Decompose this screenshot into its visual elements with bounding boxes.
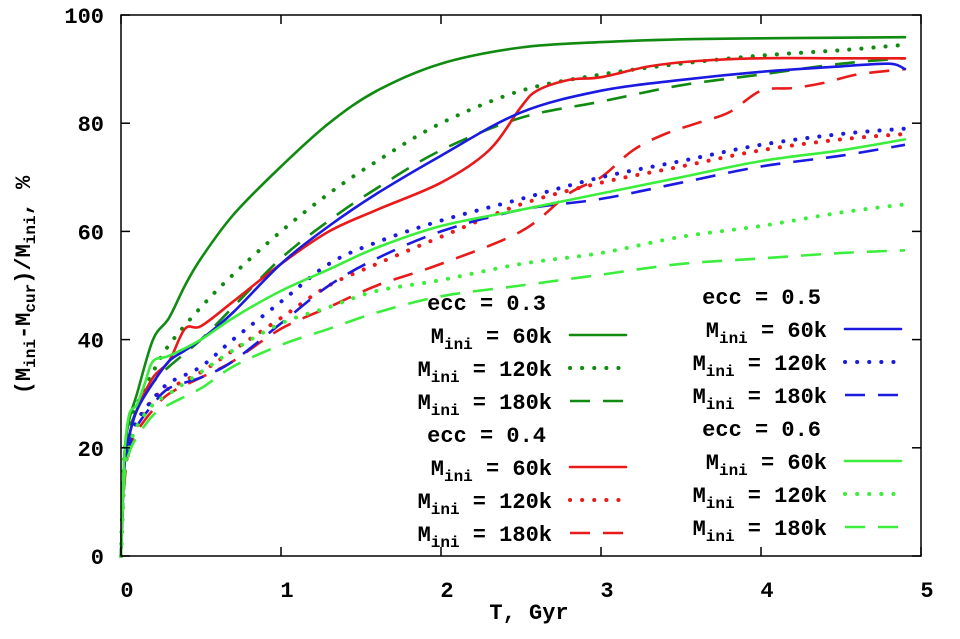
y-title-part: -M <box>12 313 37 339</box>
legend-entry-label: Mini = 60k <box>706 319 827 348</box>
series-line-8 <box>119 126 907 558</box>
y-tick-label: 80 <box>78 113 104 138</box>
x-tick-label: 3 <box>600 579 613 604</box>
legend-entry-label: Mini = 120k <box>418 490 552 519</box>
y-tick-label: 100 <box>64 5 104 30</box>
legend-entry-label: Mini = 120k <box>693 484 827 513</box>
legend-group-title: ecc = 0.6 <box>702 418 821 443</box>
y-axis-title: (Mini-Mcur)/Mini, % <box>12 175 40 394</box>
y-tick-label: 40 <box>78 330 104 355</box>
x-tick-label: 4 <box>760 579 773 604</box>
series-line-12 <box>119 249 906 557</box>
legend-group-title: ecc = 0.4 <box>427 424 546 449</box>
legend-entry-label: Mini = 180k <box>693 517 827 546</box>
y-title-part: , % <box>12 175 37 215</box>
axis-ticks: 0 1 2 3 4 5 0 20 40 60 80 100 <box>64 5 933 604</box>
legend-entry-label: Mini = 60k <box>431 325 552 354</box>
y-title-sub: ini <box>22 339 40 368</box>
series-lines <box>119 35 907 558</box>
x-tick-label: 0 <box>120 579 133 604</box>
x-tick-label: 1 <box>280 579 293 604</box>
legend-entry-label: Mini = 180k <box>693 385 827 414</box>
x-axis-title: T, Gyr <box>489 601 568 626</box>
series-line-10 <box>119 138 907 558</box>
x-tick-label: 5 <box>920 579 933 604</box>
y-title-sub: ini <box>22 215 40 244</box>
series-line-4 <box>119 56 907 558</box>
legend-entry-label: Mini = 60k <box>431 457 552 486</box>
y-title-sub: cur <box>22 284 40 313</box>
legend-entry-label: Mini = 180k <box>418 391 552 420</box>
y-tick-label: 0 <box>91 546 104 571</box>
legend-group-title: ecc = 0.3 <box>427 292 546 317</box>
series-line-11 <box>119 202 907 558</box>
series-line-1 <box>119 35 907 558</box>
y-title-part: )/M <box>12 244 37 284</box>
y-title-part: (M <box>12 368 37 394</box>
series-line-9 <box>119 143 906 557</box>
y-tick-label: 20 <box>78 438 104 463</box>
legend: ecc = 0.3 Mini = 60k Mini = 120k Mini = 180… <box>418 286 903 552</box>
series-line-6 <box>119 67 906 557</box>
y-tick-label: 60 <box>78 221 104 246</box>
legend-group-title: ecc = 0.5 <box>702 286 821 311</box>
series-line-7 <box>119 62 907 558</box>
series-line-2 <box>119 42 907 558</box>
legend-entry-label: Mini = 120k <box>693 352 827 381</box>
x-tick-label: 2 <box>440 579 453 604</box>
legend-entry-label: Mini = 60k <box>706 451 827 480</box>
plot-frame <box>120 14 922 557</box>
legend-entry-label: Mini = 180k <box>418 523 552 552</box>
legend-entry-label: Mini = 120k <box>418 358 552 387</box>
